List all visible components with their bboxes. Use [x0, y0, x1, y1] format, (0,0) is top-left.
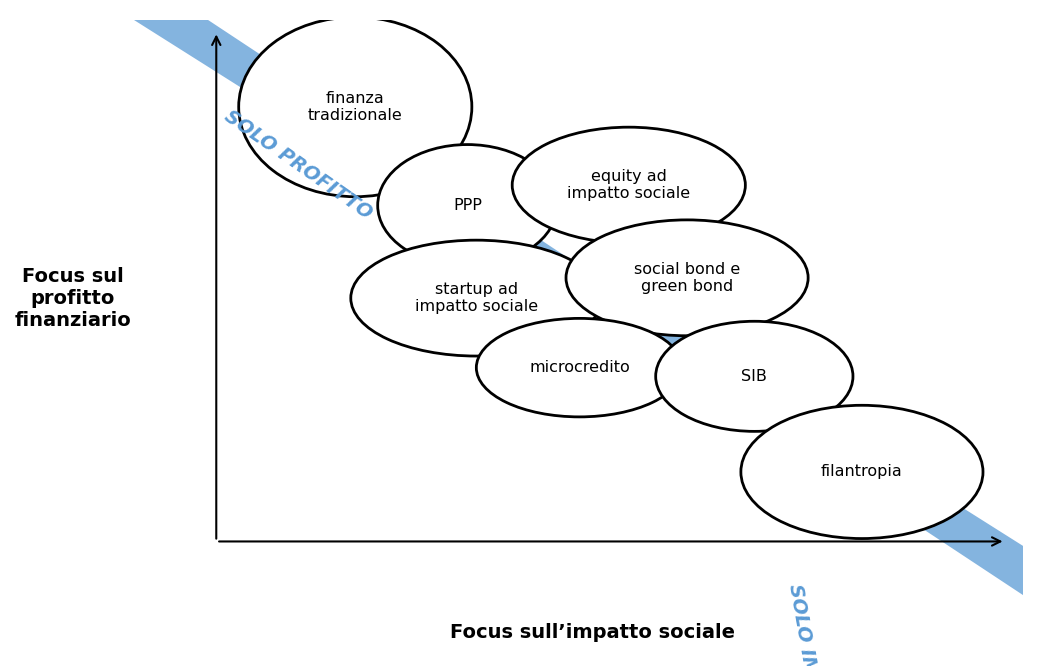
Text: startup ad
impatto sociale: startup ad impatto sociale — [415, 282, 538, 314]
Ellipse shape — [477, 318, 683, 417]
Text: microcredito: microcredito — [530, 360, 630, 375]
Ellipse shape — [567, 220, 808, 336]
Text: equity ad
impatto sociale: equity ad impatto sociale — [568, 169, 690, 201]
Ellipse shape — [350, 240, 601, 356]
Ellipse shape — [378, 145, 557, 266]
Ellipse shape — [238, 17, 472, 196]
Text: social bond e
green bond: social bond e green bond — [634, 262, 741, 294]
Text: Focus sul
profitto
finanziario: Focus sul profitto finanziario — [15, 266, 131, 330]
Text: finanza
tradizionale: finanza tradizionale — [308, 91, 403, 123]
Text: SIB: SIB — [742, 369, 767, 384]
Text: SOLO IMPATTO: SOLO IMPATTO — [785, 582, 831, 666]
Text: filantropia: filantropia — [821, 464, 903, 480]
Ellipse shape — [741, 406, 983, 539]
Ellipse shape — [513, 127, 745, 243]
Text: Focus sull’impatto sociale: Focus sull’impatto sociale — [450, 623, 735, 641]
Text: SOLO PROFITTO: SOLO PROFITTO — [220, 107, 376, 223]
Text: PPP: PPP — [453, 198, 482, 213]
Ellipse shape — [656, 321, 853, 432]
